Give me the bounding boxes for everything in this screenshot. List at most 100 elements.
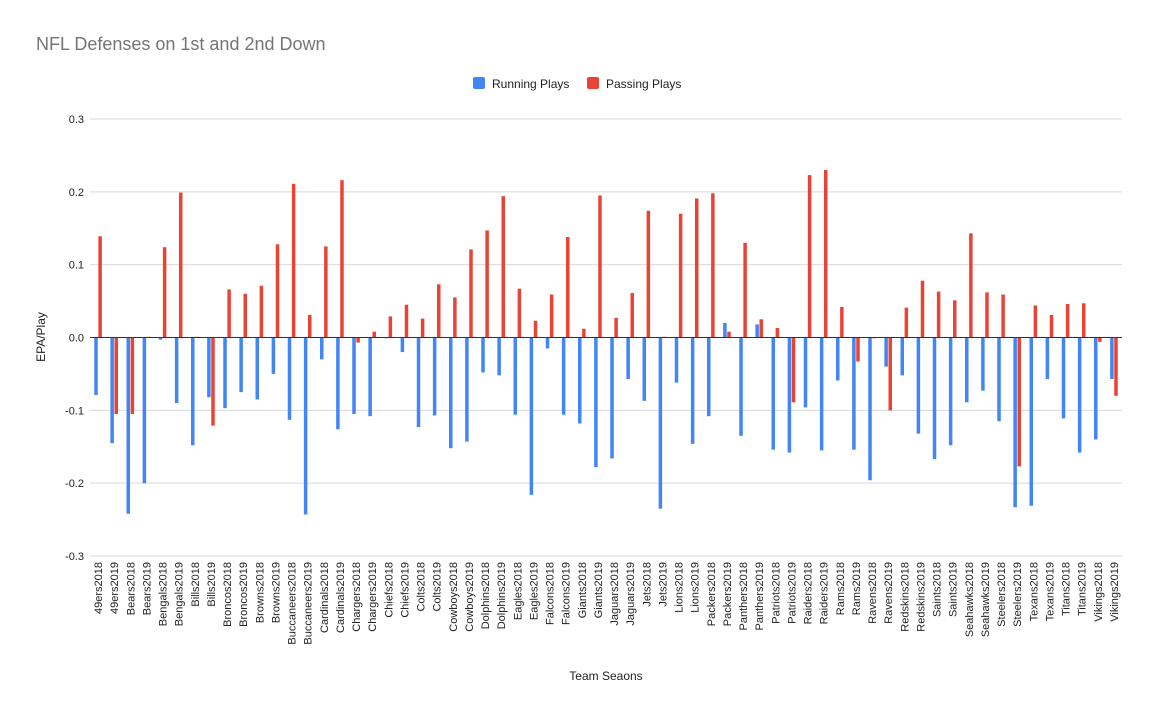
x-tick-label: Bears2018 [125,562,137,615]
legend: Running Plays Passing Plays [473,77,681,91]
x-tick-label: Cardinals2019 [335,562,347,633]
x-tick-label: Lions2018 [674,562,686,613]
x-tick-label: Texans2019 [1044,562,1056,621]
y-tick-label: -0.2 [65,478,84,490]
bar-running [900,337,905,376]
bar-running [594,337,598,468]
bar-running [497,337,501,376]
legend-swatch-passing [587,77,599,89]
bar-passing [372,331,376,338]
x-tick-label: Browns2019 [270,562,282,623]
x-tick-label: Buccaneers2018 [287,562,299,645]
x-tick-label: Vikings2018 [1093,562,1105,622]
x-tick-label: Packers2018 [706,562,718,626]
bar-passing [98,236,102,338]
y-tick-label: -0.1 [65,405,84,417]
bar-passing [1017,337,1021,467]
x-tick-label: Panthers2019 [754,562,766,631]
bar-passing [1001,294,1005,338]
bar-passing [1049,314,1054,338]
x-tick-label: Bills2018 [190,562,202,607]
bar-passing [1098,337,1102,342]
bar-passing [598,195,602,338]
bar-passing [469,249,473,338]
bar-running [787,337,792,453]
bar-passing [162,247,167,338]
bar-passing [501,196,505,338]
x-tick-label: Cowboys2018 [448,562,460,632]
bar-passing [291,183,296,338]
x-tick-label: Chiefs2019 [399,562,411,618]
bar-passing [436,284,441,338]
x-tick-label: Seahawks2018 [964,562,976,637]
bar-running [142,337,147,484]
x-axis-ticks: 49ers2018 49ers2019 Bears2018 Bears2019 Beng… [93,562,1121,645]
x-tick-label: Rams2019 [851,562,863,615]
x-tick-label: 49ers2019 [109,562,121,614]
bar-passing [130,337,135,414]
bar-running [174,337,179,404]
bar-running [755,324,759,338]
y-tick-label: 0.2 [69,187,84,199]
x-tick-label: Rams2018 [835,562,847,615]
x-tick-label: Saints2018 [932,562,944,617]
bar-passing [856,337,860,362]
bar-passing [485,230,489,338]
bar-running [126,337,131,514]
x-tick-label: Bears2019 [141,562,153,615]
bar-passing [340,180,344,338]
bar-passing [324,246,328,338]
bar-running [771,337,776,450]
x-tick-label: Chiefs2018 [383,562,395,618]
bar-running [191,337,195,446]
bar-running [674,337,679,383]
x-tick-label: Colts2018 [416,562,428,612]
bar-passing [404,304,409,338]
bar-passing [646,210,651,338]
bar-running [465,337,469,442]
bar-passing [904,307,909,338]
x-tick-label: Buccaneers2019 [303,562,315,645]
bar-running [320,337,324,360]
bar-passing [614,317,618,338]
bar-passing [1081,303,1086,338]
x-tick-label: Bills2019 [206,562,218,607]
x-tick-label: Cardinals2018 [319,562,331,633]
bar-running [207,337,211,398]
bar-passing [582,328,586,338]
y-tick-label: 0.3 [69,114,84,126]
bar-running [819,337,824,451]
bar-passing [114,337,118,414]
bar-passing [227,289,231,338]
bar-running [368,337,372,417]
legend-label-passing: Passing Plays [606,77,681,91]
bar-passing [1114,337,1118,396]
bar-passing [565,236,570,338]
x-tick-label: Steelers2018 [996,562,1008,627]
bar-passing [420,318,425,338]
bar-running [94,337,98,396]
x-tick-label: Broncos2018 [222,562,234,627]
x-tick-label: Texans2018 [1028,562,1040,621]
x-tick-label: Packers2019 [722,562,734,626]
x-tick-label: Cowboys2019 [464,562,476,632]
bars [94,169,1118,515]
bar-passing [630,293,634,338]
bar-running [271,337,276,374]
x-tick-label: Patriots2018 [770,562,782,624]
x-tick-label: Patriots2019 [786,562,798,624]
bar-passing [307,314,312,338]
chart-title: NFL Defenses on 1st and 2nd Down [36,34,326,54]
x-tick-label: Bengals2019 [174,562,186,626]
bar-running [626,337,630,380]
bar-running [287,337,292,420]
bar-running [432,337,437,416]
bar-running [932,337,937,460]
x-tick-label: Titans2019 [1077,562,1089,616]
x-tick-label: Bengals2018 [158,562,170,626]
bar-running [352,337,356,414]
x-tick-label: Eagles2019 [528,562,540,620]
bar-passing [743,242,747,338]
bar-passing [823,169,828,338]
bar-running [739,337,743,436]
